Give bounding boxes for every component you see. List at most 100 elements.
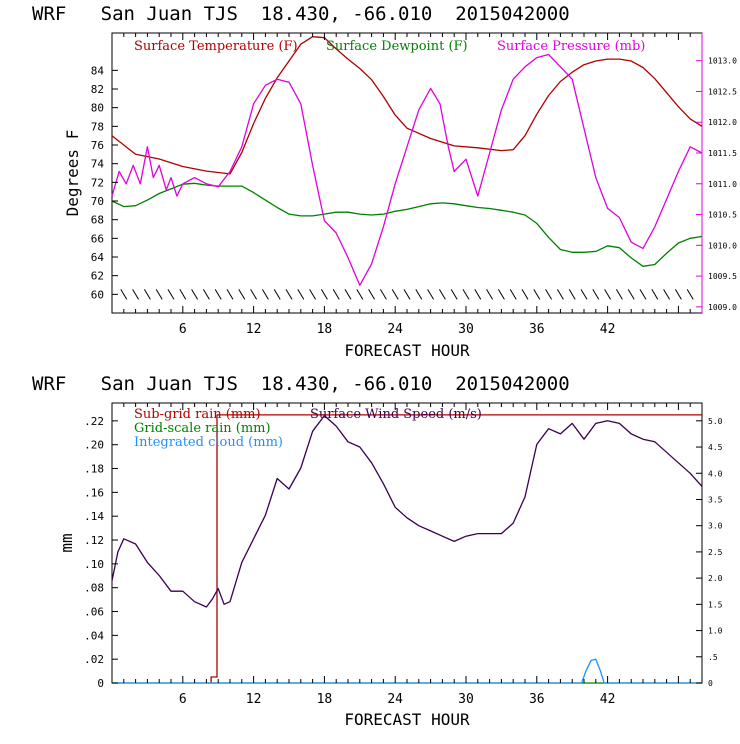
wind-barb bbox=[226, 289, 234, 300]
wind-barb bbox=[261, 289, 269, 300]
wind-barb bbox=[556, 289, 564, 300]
panel1-y2-tick-label: 1009.0 bbox=[708, 303, 737, 312]
panel1-y-tick-label: 68 bbox=[91, 214, 104, 227]
wind-barb bbox=[427, 289, 435, 300]
panel2-x-ticks: 6 12 18 24 30 36 42 bbox=[123, 403, 691, 707]
wind-barb bbox=[202, 289, 210, 300]
wind-barb bbox=[486, 289, 494, 300]
panel1-y-tick-label: 76 bbox=[91, 139, 104, 152]
wind-barb bbox=[651, 289, 659, 300]
wind-barb bbox=[568, 289, 576, 300]
wind-barb bbox=[368, 289, 376, 300]
panel1-y-tick-label: 78 bbox=[91, 120, 104, 133]
panel1-y2-tick-label: 1009.5 bbox=[708, 272, 737, 281]
panel1-y2-tick-label: 1010.0 bbox=[708, 241, 737, 250]
wind-barb bbox=[580, 289, 588, 300]
legend-surface-temperature: Surface Temperature (F) bbox=[134, 39, 298, 54]
panel1-y2-ticks: 1009.0 1009.5 1010.0 1010.5 1011.0 1011.5 1012… bbox=[696, 57, 737, 312]
wind-barb bbox=[132, 289, 140, 300]
wind-barb bbox=[686, 289, 694, 300]
wind-barb bbox=[604, 289, 612, 300]
wind-barb bbox=[450, 289, 458, 300]
panel1-x-tick-label: 24 bbox=[387, 322, 403, 337]
wind-barb bbox=[250, 289, 258, 300]
panel2-y2-ticks: 0 .5 1.0 1.5 2.0 2.5 3.0 3.5 4.0 4.5 5.0 bbox=[696, 417, 723, 688]
wind-barb bbox=[627, 289, 635, 300]
panel2-x-axis-label: FORECAST HOUR bbox=[344, 710, 470, 729]
panel1-series-group bbox=[111, 36, 703, 286]
panel2-y2-tick-label: 1.0 bbox=[708, 627, 723, 636]
panel2-x-tick-label: 6 bbox=[179, 692, 187, 707]
wind-barb bbox=[438, 289, 446, 300]
panel2-y-tick-label: .18 bbox=[84, 463, 104, 476]
panel1-y-tick-label: 60 bbox=[91, 288, 104, 301]
panel2-y2-tick-label: 5.0 bbox=[708, 417, 723, 426]
wind-barb bbox=[415, 289, 423, 300]
panel1-y-ticks: 60 62 64 66 68 70 72 74 76 78 80 82 84 bbox=[91, 64, 118, 301]
panel1-y2-tick-label: 1012.0 bbox=[708, 118, 737, 127]
wind-barb bbox=[462, 289, 470, 300]
panel1-x-tick-label: 30 bbox=[458, 322, 474, 337]
panel2-y-tick-label: .12 bbox=[84, 534, 104, 547]
panel2-y-tick-label: .02 bbox=[84, 653, 104, 666]
panel1-x-tick-label: 36 bbox=[529, 322, 545, 337]
panel1-x-axis-label: FORECAST HOUR bbox=[344, 341, 470, 360]
panel1-y-tick-label: 64 bbox=[91, 251, 105, 264]
legend-grid-scale-rain: Grid-scale rain (mm) bbox=[134, 421, 271, 436]
panel1-x-ticks: 6 12 18 24 30 36 42 bbox=[123, 33, 691, 337]
wind-barb bbox=[497, 289, 505, 300]
wind-barb bbox=[474, 289, 482, 300]
wind-barb bbox=[592, 289, 600, 300]
wind-barb bbox=[238, 289, 246, 300]
wind-barb bbox=[167, 289, 175, 300]
panel1-y-tick-label: 62 bbox=[91, 270, 104, 283]
wind-barb bbox=[403, 289, 411, 300]
panel1-y2-tick-label: 1012.5 bbox=[708, 87, 737, 96]
wind-barb bbox=[309, 289, 317, 300]
panel2-x-tick-label: 24 bbox=[387, 692, 403, 707]
panel2-y2-tick-label: 4.5 bbox=[708, 443, 723, 452]
panel2-y2-tick-label: 2.5 bbox=[708, 548, 723, 557]
legend-surface-wind-speed: Surface Wind Speed (m/s) bbox=[310, 407, 482, 422]
panel2-y2-tick-label: 3.0 bbox=[708, 522, 723, 531]
panel2-y2-tick-label: .5 bbox=[708, 653, 718, 662]
panel2-y-tick-label: .08 bbox=[84, 582, 104, 595]
panel1-y2-tick-label: 1011.5 bbox=[708, 149, 737, 158]
panel1-y2-tick-label: 1010.5 bbox=[708, 211, 737, 220]
panel2-y2-tick-label: 3.5 bbox=[708, 495, 723, 504]
panel2-y2-tick-label: 0 bbox=[708, 679, 713, 688]
panel1-title: WRF San Juan TJS 18.430, -66.010 2015042… bbox=[32, 3, 570, 25]
panel2-y2-tick-label: 2.0 bbox=[708, 574, 723, 583]
panel2-x-tick-label: 30 bbox=[458, 692, 474, 707]
panel2-y-ticks: 0 .02 .04 .06 .08 .10 .12 .14 .16 .18 .20 .22 bbox=[84, 415, 118, 690]
panel2-y-tick-label: .06 bbox=[84, 606, 104, 619]
panel1-series-line-2 bbox=[111, 53, 703, 286]
wind-barb bbox=[143, 289, 151, 300]
wind-barb bbox=[285, 289, 293, 300]
panel2-series-line-0 bbox=[210, 414, 702, 683]
wind-barb bbox=[674, 289, 682, 300]
panel1-y-tick-label: 74 bbox=[91, 158, 105, 171]
wind-barb bbox=[521, 289, 529, 300]
panel2-series-line-2 bbox=[112, 658, 702, 684]
panel1-x-tick-label: 18 bbox=[317, 322, 333, 337]
panel2-y2-tick-label: 1.5 bbox=[708, 600, 723, 609]
wind-barb bbox=[615, 289, 623, 300]
legend-surface-pressure: Surface Pressure (mb) bbox=[497, 39, 645, 54]
panel1-series-line-0 bbox=[111, 36, 703, 175]
panel-rain-wind: WRF San Juan TJS 18.430, -66.010 2015042… bbox=[32, 373, 723, 729]
wind-barb bbox=[356, 289, 364, 300]
wind-barb bbox=[379, 289, 387, 300]
wind-barb bbox=[273, 289, 281, 300]
panel-temperature-pressure: WRF San Juan TJS 18.430, -66.010 2015042… bbox=[32, 3, 737, 360]
wind-barb bbox=[509, 289, 517, 300]
wind-barb bbox=[663, 289, 671, 300]
panel2-y-tick-label: 0 bbox=[97, 677, 104, 690]
panel2-y-axis-label: mm bbox=[57, 533, 76, 552]
wind-barb bbox=[120, 289, 128, 300]
panel1-x-tick-label: 6 bbox=[179, 322, 187, 337]
wind-barb bbox=[344, 289, 352, 300]
panel2-y-tick-label: .14 bbox=[84, 510, 104, 523]
